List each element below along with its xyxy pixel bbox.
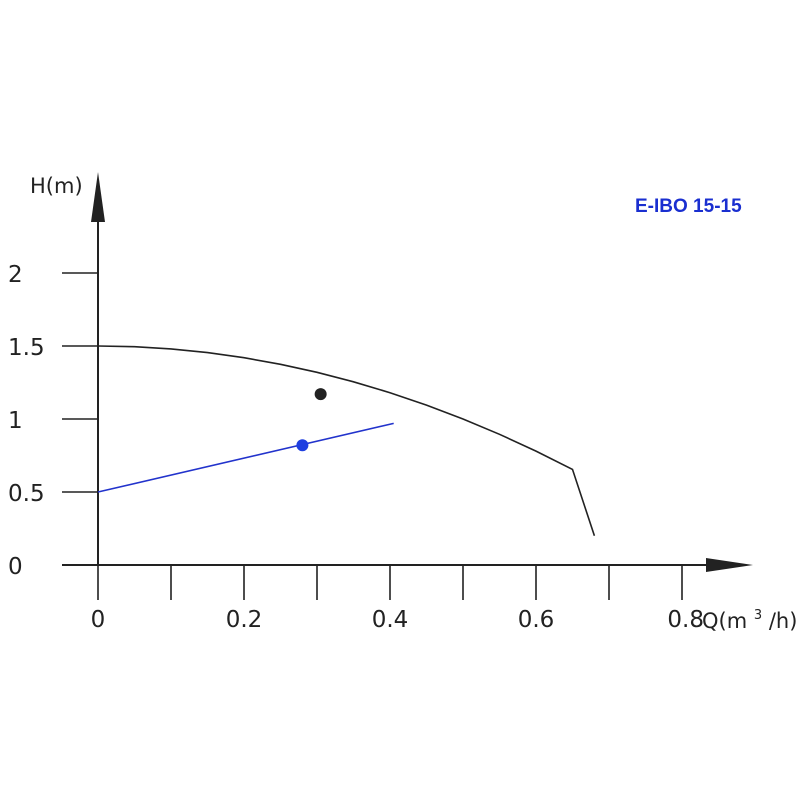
axes: [62, 172, 753, 572]
system-curve: [97, 422, 394, 493]
operating-point: [314, 388, 327, 401]
y-tick-label: 0.5: [8, 481, 45, 507]
x-tick-label: 0.6: [518, 607, 555, 633]
pump-curve: [97, 345, 596, 537]
x-tick-label: 0.8: [667, 607, 704, 633]
y-tick-label: 0: [8, 554, 23, 580]
x-axis-label: Q(m 3 /h): [702, 600, 797, 633]
operating-points: [296, 388, 327, 452]
x-axis-arrow: [706, 558, 753, 572]
x-tick-label: 0.2: [226, 607, 263, 633]
y-tick-label: 1: [8, 408, 23, 434]
operating-point: [296, 439, 309, 452]
y-axis-arrow: [91, 172, 105, 222]
chart-title: E-IBO 15-15: [635, 196, 742, 217]
y-tick-label: 1.5: [8, 335, 45, 361]
x-axis-label-superscript: 3: [754, 608, 762, 623]
x-axis-label-main: Q(m: [702, 609, 747, 633]
x-axis-label-tail: /h): [769, 609, 798, 633]
y-tick-label: 2: [8, 262, 23, 288]
y-axis-label: H(m): [30, 174, 83, 198]
x-tick-label: 0.4: [372, 607, 409, 633]
curves: [97, 345, 596, 537]
ticks: 0 0.5 1 1.5 2 0 0.2 0.4 0.6 0.8: [8, 262, 704, 633]
x-tick-label: 0: [91, 607, 106, 633]
